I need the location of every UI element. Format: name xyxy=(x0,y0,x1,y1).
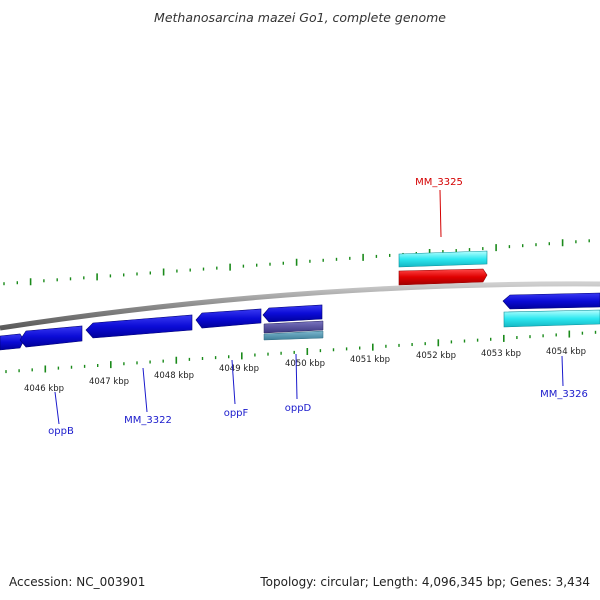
scale-label: 4048 kbp xyxy=(154,371,194,381)
leader-mm3326 xyxy=(561,355,564,387)
scale-label: 4054 kbp xyxy=(546,347,586,357)
gene-label-oppB[interactable]: oppB xyxy=(48,426,74,437)
feature-oppD-rna-lower[interactable] xyxy=(263,330,324,341)
feature-mm3325-rna[interactable] xyxy=(398,250,488,268)
scale-label: 4050 kbp xyxy=(285,359,325,369)
feature-oppF-cds[interactable] xyxy=(195,308,262,329)
outer-tick-row xyxy=(3,239,590,286)
scale-label: 4047 kbp xyxy=(89,377,129,387)
leader-mm3322 xyxy=(142,367,148,413)
gene-labels: MM_3325 oppB MM_3322 oppF oppD MM_3326 xyxy=(48,177,588,437)
scale-label: 4053 kbp xyxy=(481,349,521,359)
gene-label-oppD[interactable]: oppD xyxy=(285,403,312,414)
gene-label-leaders xyxy=(54,189,564,425)
scale-labels: 4046 kbp 4047 kbp 4048 kbp 4049 kbp 4050… xyxy=(24,347,586,394)
gene-label-mm3322[interactable]: MM_3322 xyxy=(124,415,172,426)
genome-backbone xyxy=(0,281,600,331)
gene-label-oppF[interactable]: oppF xyxy=(224,408,249,419)
leader-oppF xyxy=(231,359,236,405)
feature-mm3325-cds[interactable] xyxy=(398,268,488,286)
feature-oppD-cds[interactable] xyxy=(262,304,323,323)
reverse-strand xyxy=(0,292,600,351)
feature-oppD-rna-upper[interactable] xyxy=(263,320,324,334)
gene-label-mm3326[interactable]: MM_3326 xyxy=(540,389,588,400)
scale-label: 4052 kbp xyxy=(416,351,456,361)
inner-tick-row xyxy=(5,330,597,374)
genome-summary-text: Topology: circular; Length: 4,096,345 bp… xyxy=(259,575,590,589)
feature-mm3322-cds[interactable] xyxy=(85,314,193,339)
gene-label-mm3325[interactable]: MM_3325 xyxy=(415,177,463,188)
feature-oppB-cds[interactable] xyxy=(19,325,83,348)
scale-label: 4046 kbp xyxy=(24,384,64,394)
feature-mm3326-cds[interactable] xyxy=(502,292,600,310)
accession-text: Accession: NC_003901 xyxy=(9,575,145,589)
scale-label: 4051 kbp xyxy=(350,355,390,365)
map-title: Methanosarcina mazei Go1, complete genom… xyxy=(154,10,446,25)
forward-strand xyxy=(398,250,488,286)
scale-label: 4049 kbp xyxy=(219,364,259,374)
leader-oppB xyxy=(54,391,60,425)
feature-cds-left-edge[interactable] xyxy=(0,333,25,351)
leader-mm3325 xyxy=(439,189,442,238)
leader-oppD xyxy=(295,353,298,400)
feature-mm3326-rna[interactable] xyxy=(503,309,600,328)
